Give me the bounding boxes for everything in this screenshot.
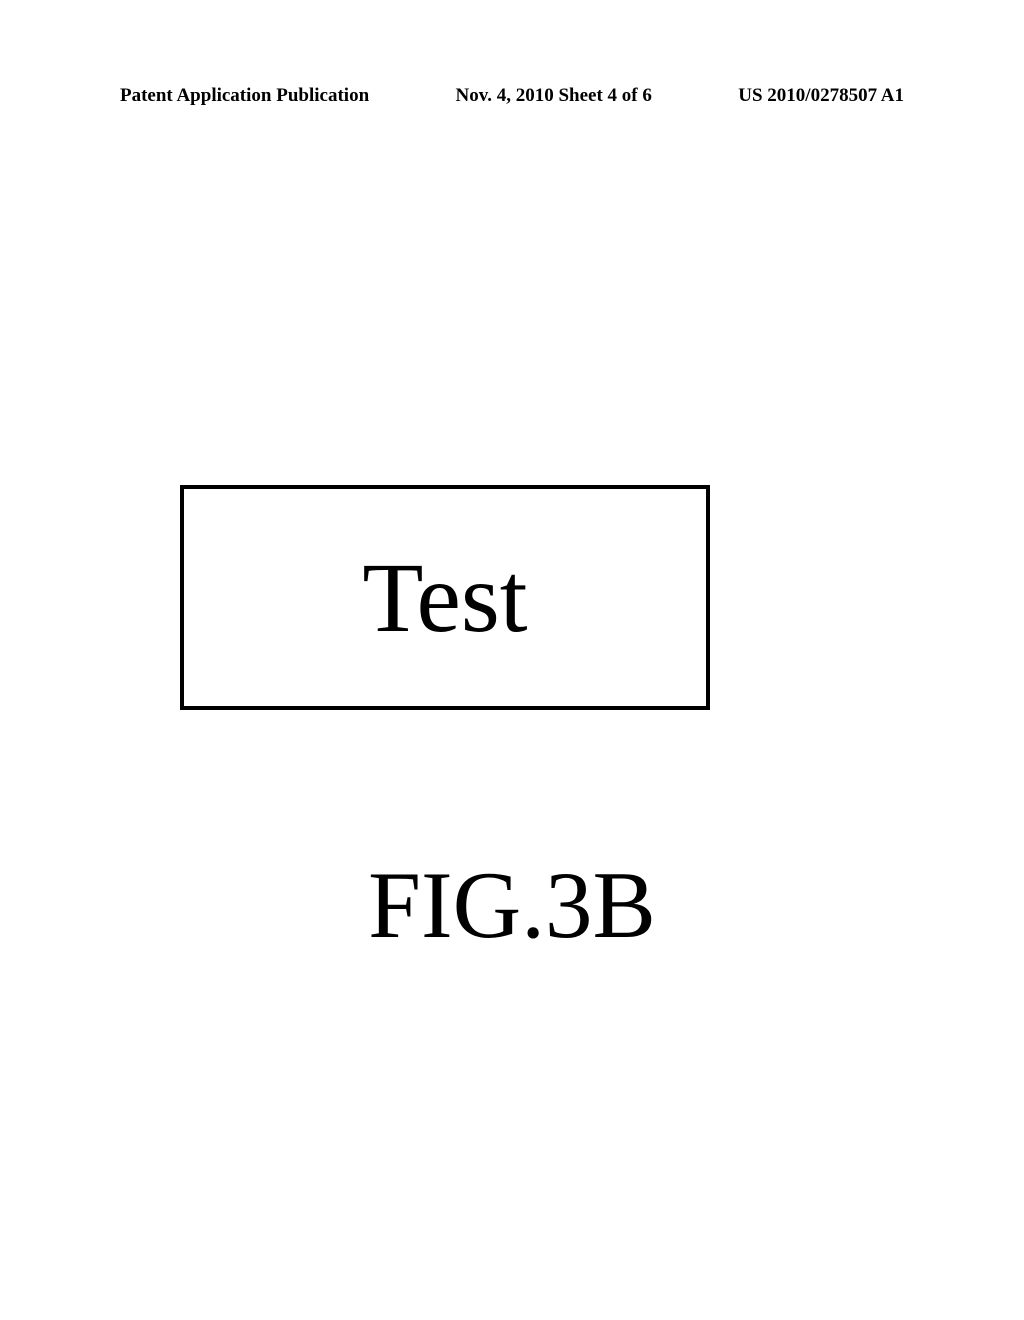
figure-box-text: Test: [362, 540, 527, 655]
header-publication-number: US 2010/0278507 A1: [738, 85, 904, 107]
header-date-sheet: Nov. 4, 2010 Sheet 4 of 6: [456, 85, 652, 107]
figure-box: Test: [180, 485, 710, 710]
header-publication-type: Patent Application Publication: [120, 85, 369, 107]
figure-label: FIG.3B: [0, 850, 1024, 960]
page-header: Patent Application Publication Nov. 4, 2…: [120, 85, 904, 107]
